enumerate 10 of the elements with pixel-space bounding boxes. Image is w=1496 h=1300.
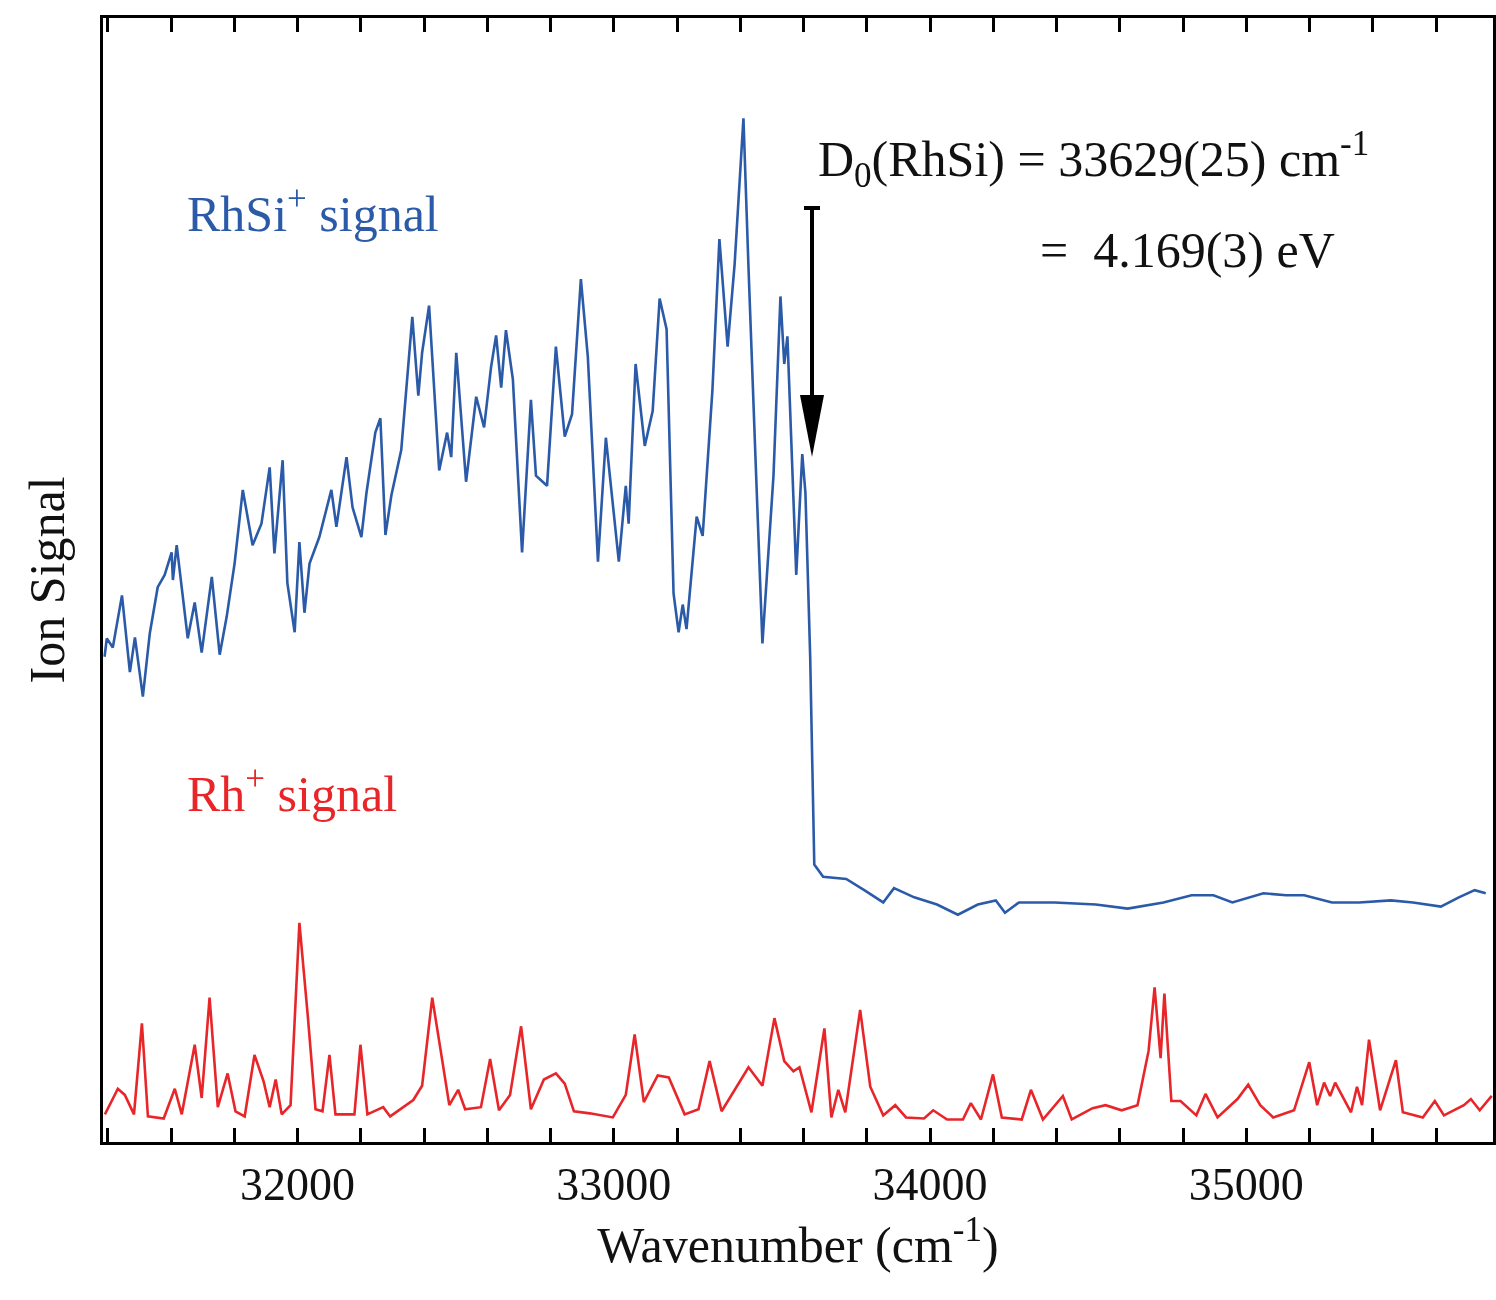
x-tick-label: 33000 [556, 1159, 672, 1211]
x-axis-title: Wavenumber (cm$^{-1}$) [597, 1210, 999, 1274]
x-tick-label: 34000 [872, 1159, 988, 1211]
y-axis-title: Ion Signal [19, 476, 75, 684]
series-label: RhSi$^{+}$ signal [187, 179, 439, 242]
annotation: D$_{0}$(RhSi) = 33629(25) cm$^{-1}$ [818, 124, 1370, 195]
text: Rh$^{+}$ signal [187, 759, 398, 822]
annotation: = 4.169(3) eV [1040, 222, 1335, 278]
x-tick-label: 35000 [1188, 1159, 1304, 1211]
x-tick-label: 32000 [240, 1159, 356, 1211]
